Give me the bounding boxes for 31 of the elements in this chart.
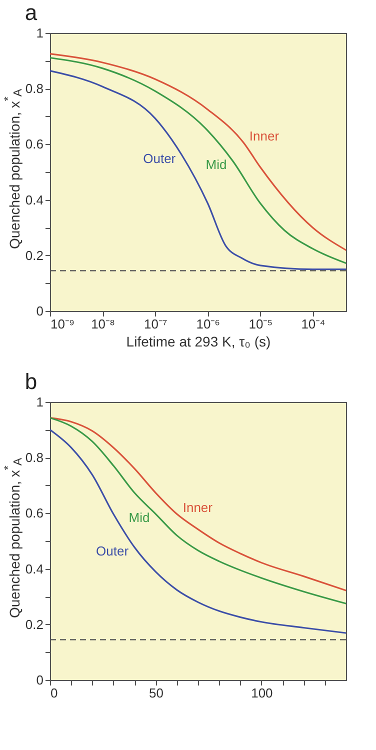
y-tick-label: 0.2 [25, 248, 44, 263]
y-tick-label: 1 [36, 394, 44, 410]
series-label: Mid [128, 510, 150, 526]
series-label: Outer [96, 543, 130, 558]
y-tick-label: 0.2 [25, 616, 44, 632]
chart-title: b [24, 369, 38, 394]
series-label: Outer [143, 150, 176, 166]
x-tick-label: 10⁻⁵ [248, 316, 273, 332]
x-tick-label: 0 [50, 686, 58, 700]
y-tick-label: 1 [36, 26, 44, 40]
x-tick-label: 100 [251, 686, 273, 700]
y-tick-label: 0.6 [25, 506, 44, 521]
y-tick-label: 0.8 [25, 450, 44, 466]
y-tick-label: 0.8 [25, 81, 44, 96]
series-label: Inner [182, 500, 214, 516]
x-tick-label: 10⁻⁸ [91, 316, 116, 332]
y-tick-label: 0 [36, 304, 44, 318]
x-tick-label: 50 [148, 686, 164, 700]
series-label: Mid [206, 156, 227, 172]
y-tick-label: 0.6 [25, 136, 44, 152]
x-tick-label: 10⁻⁹ [50, 316, 75, 332]
y-tick-label: 0.4 [25, 561, 44, 576]
series-label: Inner [249, 128, 280, 144]
y-tick-label: 0.4 [25, 192, 44, 208]
chart-title: a [24, 0, 38, 25]
x-tick-label: 10⁻⁴ [301, 316, 326, 332]
x-tick-label: 10⁻⁶ [196, 316, 220, 332]
y-tick-label: 0 [36, 672, 44, 688]
x-tick-label: 10⁻⁷ [144, 316, 168, 332]
x-axis-title: Lifetime at 293 K, τ₀ (s) [126, 334, 271, 350]
line-series [50, 429, 346, 634]
